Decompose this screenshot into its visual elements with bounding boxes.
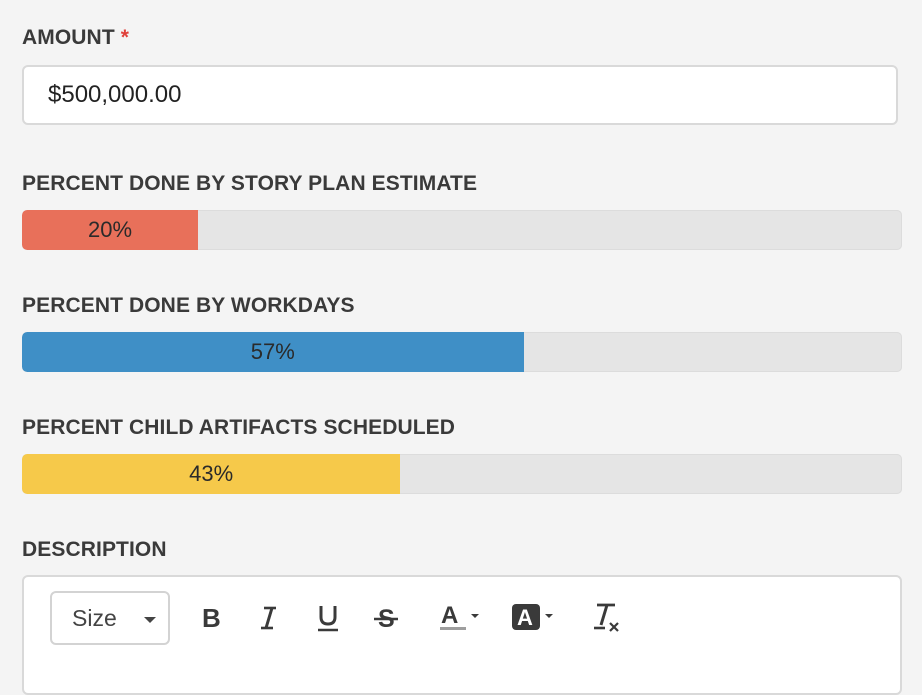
workdays-progress-fill: 57% [22,332,524,372]
amount-label-text: AMOUNT [22,26,115,49]
chevron-down-icon [144,617,156,623]
svg-text:A: A [441,603,458,629]
workdays-progress-label: PERCENT DONE BY WORKDAYS [22,294,355,317]
bold-button[interactable]: B [196,591,226,645]
child-artifacts-progress-bar: 43% [22,454,902,494]
story-plan-progress-value: 20% [87,217,133,242]
amount-label: AMOUNT * [22,26,129,50]
description-label: DESCRIPTION [22,538,167,561]
workdays-progress-bar: 57% [22,332,902,372]
story-plan-progress-label: PERCENT DONE BY STORY PLAN ESTIMATE [22,172,478,195]
description-editor[interactable]: Size B S [22,575,902,695]
italic-icon [258,605,280,631]
italic-button[interactable] [254,591,284,645]
strikethrough-icon: S [372,604,400,632]
font-size-select-value: Size [72,604,117,631]
child-artifacts-progress-value: 43% [189,461,234,486]
clear-format-icon [591,602,625,634]
background-color-icon: A [511,603,557,633]
child-artifacts-progress-fill: 43% [22,454,401,494]
required-asterisk: * [120,26,130,49]
bold-icon: B [200,605,222,631]
svg-text:B: B [202,605,221,631]
font-size-select[interactable]: Size [50,591,170,645]
workdays-progress-value: 57% [250,339,295,364]
amount-input[interactable] [22,65,898,125]
background-color-button[interactable]: A [510,591,558,645]
story-plan-progress-bar: 20% [22,210,902,250]
child-artifacts-progress-label: PERCENT CHILD ARTIFACTS SCHEDULED [22,416,456,439]
text-color-icon: A [437,603,483,633]
underline-button[interactable] [312,591,344,645]
story-plan-progress-fill: 20% [22,210,198,250]
strikethrough-button[interactable]: S [370,591,402,645]
text-color-button[interactable]: A [436,591,484,645]
underline-icon [316,604,340,632]
svg-text:A: A [517,605,533,630]
clear-format-button[interactable] [590,591,626,645]
